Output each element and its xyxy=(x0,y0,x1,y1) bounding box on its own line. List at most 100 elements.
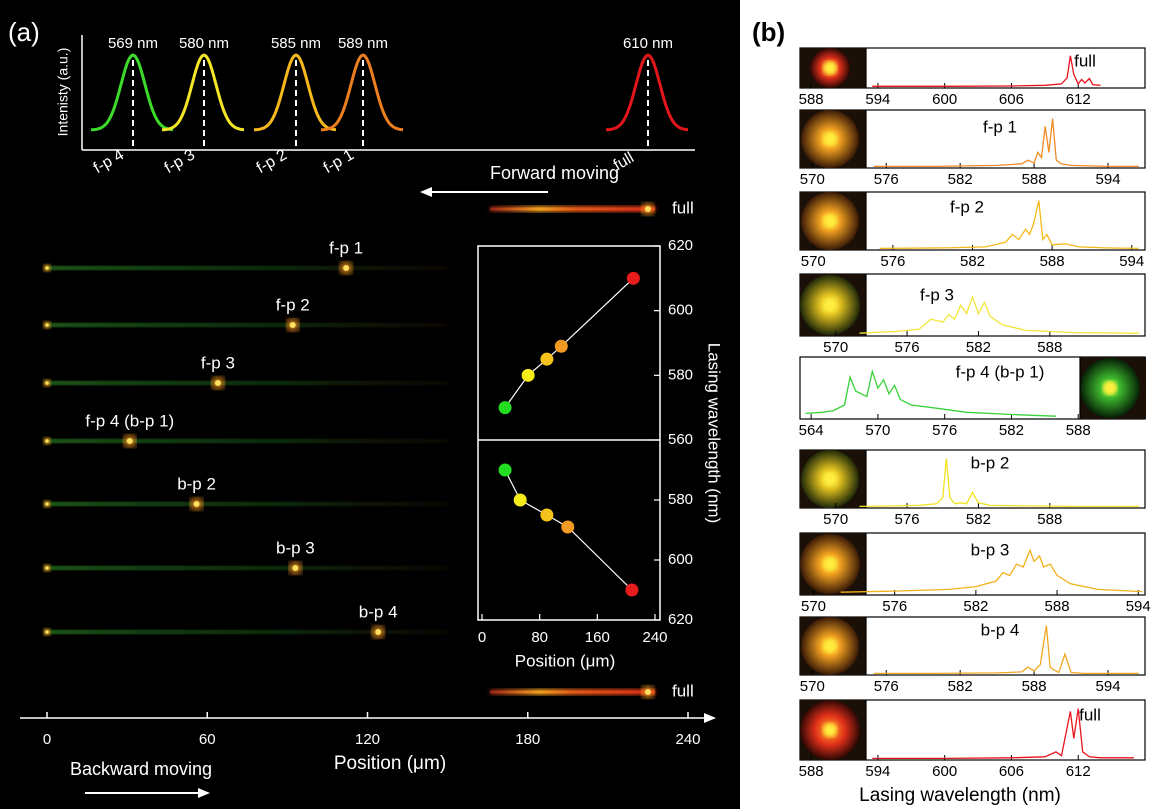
emission-spot xyxy=(343,265,349,271)
emission-spot xyxy=(215,380,221,386)
peak-wavelength: 580 nm xyxy=(179,35,229,52)
y-tick-label: 600 xyxy=(668,551,693,568)
excitation-spot xyxy=(45,323,49,327)
x-tick-label: 606 xyxy=(999,91,1024,108)
x-tick-label: 570 xyxy=(801,598,826,615)
x-tick-label: 588 xyxy=(1040,253,1065,270)
x-tick-label: 594 xyxy=(865,763,890,780)
strip xyxy=(47,323,447,327)
strip-label: f-p 2 xyxy=(276,295,310,314)
spectrum-label: f-p 2 xyxy=(950,197,984,216)
strip xyxy=(490,208,655,211)
x-tick-label: 582 xyxy=(966,511,991,528)
micrograph-core xyxy=(823,61,837,75)
micrograph-core xyxy=(823,557,837,571)
x-tick-label: 588 xyxy=(1045,598,1070,615)
micrograph-core xyxy=(1103,381,1117,395)
strip xyxy=(47,439,447,443)
figure: (a) (b) Intenisty (a.u.) Forward moving … xyxy=(0,0,1156,809)
x-tick-label: 594 xyxy=(1126,598,1151,615)
micrograph-core xyxy=(823,214,837,228)
point xyxy=(499,464,512,477)
x-tick-label: 600 xyxy=(932,763,957,780)
x-tick-label: 582 xyxy=(948,171,973,188)
point xyxy=(540,509,553,522)
x-tick-label: 582 xyxy=(948,678,973,695)
spectrum-label: full xyxy=(1074,51,1096,70)
peak-wavelength: 585 nm xyxy=(271,35,321,52)
y-tick-label: 560 xyxy=(668,431,693,448)
peak-wavelength: 569 nm xyxy=(108,35,158,52)
axis-label: Position (μm) xyxy=(334,753,446,774)
micrograph-core xyxy=(823,472,837,486)
spectrum-label: f-p 4 (b-p 1) xyxy=(956,362,1045,381)
x-tick-label: 60 xyxy=(199,731,216,748)
y-tick-label: 580 xyxy=(668,491,693,508)
x-tick-label: 588 xyxy=(1066,422,1091,439)
axis-label: Position (μm) xyxy=(515,651,615,670)
x-tick-label: 606 xyxy=(999,763,1024,780)
x-tick-label: 570 xyxy=(800,678,825,695)
y-tick-label: 620 xyxy=(668,237,693,254)
micrograph-core xyxy=(823,132,837,146)
excitation-spot xyxy=(45,566,49,570)
excitation-spot xyxy=(45,439,49,443)
x-tick-label: 180 xyxy=(515,731,540,748)
x-tick-label: 582 xyxy=(999,422,1024,439)
point xyxy=(522,369,535,382)
excitation-spot xyxy=(45,266,49,270)
x-tick-label: 576 xyxy=(874,171,899,188)
y-tick-label: 600 xyxy=(668,302,693,319)
x-tick-label: 582 xyxy=(963,598,988,615)
spectrum-label: f-p 3 xyxy=(920,285,954,304)
spectrum-label: b-p 2 xyxy=(971,453,1010,472)
strip xyxy=(47,502,447,506)
panel-label: (b) xyxy=(752,17,785,47)
x-tick-label: 570 xyxy=(865,422,890,439)
emission-spot xyxy=(290,322,296,328)
x-tick-label: 588 xyxy=(1037,339,1062,356)
emission-spot xyxy=(127,438,133,444)
direction-label: Backward moving xyxy=(70,759,212,779)
point xyxy=(627,272,640,285)
spectrum-label: b-p 3 xyxy=(971,540,1010,559)
strip xyxy=(490,691,655,694)
strip-label: full xyxy=(672,198,694,217)
x-tick-label: 160 xyxy=(585,629,610,646)
y-tick-label: 580 xyxy=(668,366,693,383)
y-tick-label: 620 xyxy=(668,611,693,628)
point xyxy=(514,494,527,507)
strip-label: b-p 2 xyxy=(177,474,216,493)
x-tick-label: 594 xyxy=(1119,253,1144,270)
x-tick-label: 576 xyxy=(874,678,899,695)
axis-label: Lasing wavelength (nm) xyxy=(859,785,1061,806)
emission-spot xyxy=(645,206,651,212)
x-tick-label: 0 xyxy=(478,629,486,646)
x-tick-label: 240 xyxy=(642,629,667,646)
spectrum-label: full xyxy=(1079,705,1101,724)
micrograph-core xyxy=(823,639,837,653)
x-tick-label: 612 xyxy=(1066,91,1091,108)
direction-label: Forward moving xyxy=(490,163,619,183)
x-tick-label: 570 xyxy=(800,171,825,188)
strip-label: full xyxy=(672,681,694,700)
excitation-spot xyxy=(45,502,49,506)
x-tick-label: 600 xyxy=(932,91,957,108)
strip xyxy=(47,630,447,634)
panel-label: (a) xyxy=(8,17,40,47)
emission-spot xyxy=(375,629,381,635)
x-tick-label: 612 xyxy=(1066,763,1091,780)
point xyxy=(555,340,568,353)
x-tick-label: 570 xyxy=(801,253,826,270)
x-tick-label: 240 xyxy=(675,731,700,748)
x-tick-label: 570 xyxy=(823,511,848,528)
emission-spot xyxy=(292,565,298,571)
x-tick-label: 570 xyxy=(823,339,848,356)
spectrum-label: b-p 4 xyxy=(981,620,1020,639)
x-tick-label: 576 xyxy=(882,598,907,615)
x-tick-label: 588 xyxy=(1037,511,1062,528)
strip-label: f-p 1 xyxy=(329,238,363,257)
micrograph-core xyxy=(823,723,837,737)
x-tick-label: 576 xyxy=(895,339,920,356)
x-tick-label: 576 xyxy=(895,511,920,528)
